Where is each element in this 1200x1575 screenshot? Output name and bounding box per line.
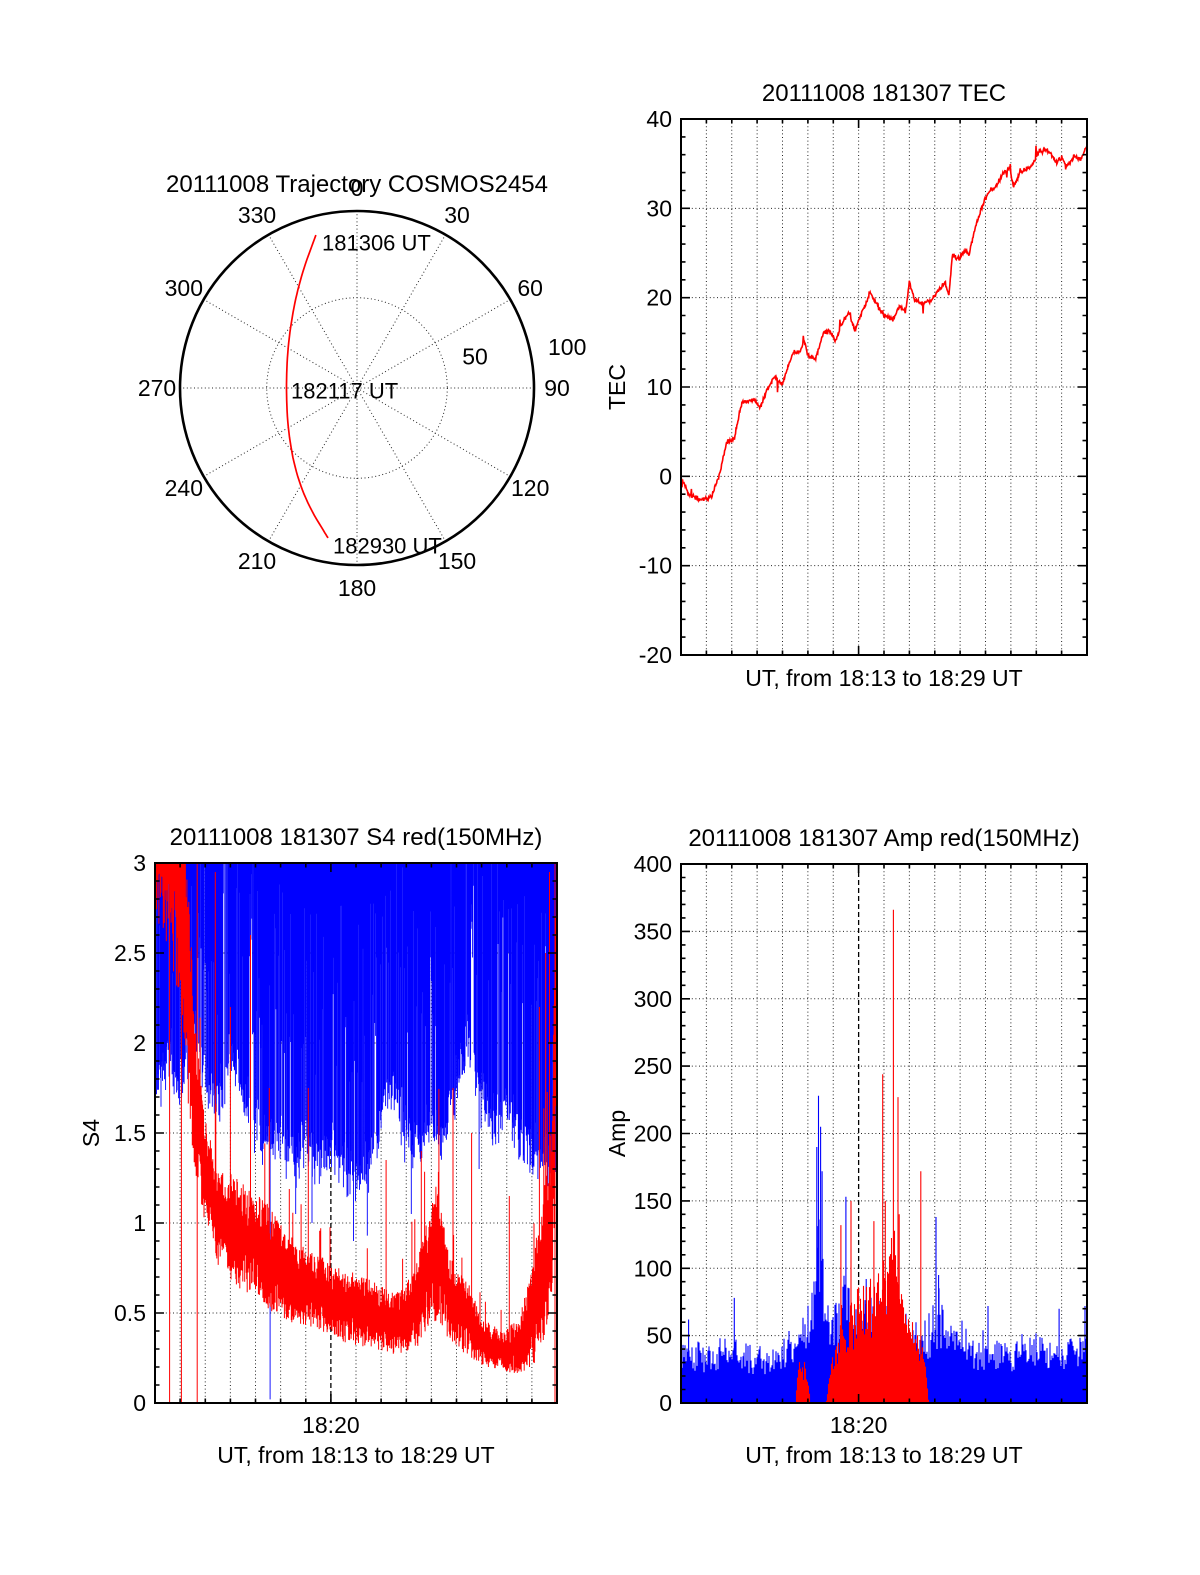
s4-ticks <box>154 862 558 1404</box>
amp-ytick-label: 250 <box>634 1053 672 1079</box>
s4-ytick-label: 0 <box>133 1390 146 1416</box>
azimuth-tick-label: 120 <box>511 475 549 501</box>
amp-ytick-label: 350 <box>634 918 672 944</box>
tec-ytick-label: -20 <box>639 642 672 668</box>
s4-ytick-label: 1.5 <box>114 1120 146 1146</box>
polar-outer-ring <box>178 209 536 567</box>
radial-tick-label: 100 <box>548 334 586 360</box>
s4-ytick-label: 0.5 <box>114 1300 146 1326</box>
tec-title: 20111008 181307 TEC <box>762 80 1006 107</box>
polar-inner-ring <box>266 297 448 479</box>
tec-series-area <box>682 145 1086 504</box>
azimuth-tick-label: 30 <box>444 202 470 228</box>
tec-ylabel: TEC <box>604 364 630 410</box>
amp-ytick-label: 100 <box>634 1255 672 1281</box>
amp-column-series <box>795 909 930 1402</box>
radial-tick-label: 50 <box>462 343 488 369</box>
s4-ylabel: S4 <box>78 1119 104 1147</box>
trajectory-time-annotation: 182117 UT <box>291 379 398 404</box>
tec-ytick-label: 10 <box>646 374 672 400</box>
amp-ytick-label: 400 <box>634 851 672 877</box>
trajectory-title: 20111008 Trajectory COSMOS2454 <box>166 171 548 198</box>
azimuth-tick-label: 300 <box>165 275 203 301</box>
azimuth-tick-label: 330 <box>238 202 276 228</box>
tec-ytick-label: 20 <box>646 285 672 311</box>
azimuth-tick-label: 240 <box>165 475 203 501</box>
azimuth-tick-label: 210 <box>238 548 276 574</box>
amp-ytick-label: 150 <box>634 1188 672 1214</box>
tec-ticks <box>680 118 1088 656</box>
s4-ytick-label: 3 <box>133 850 146 876</box>
s4-ytick-label: 1 <box>133 1210 146 1236</box>
tec-ytick-label: 0 <box>659 463 672 489</box>
s4-plot: 20111008 181307 S4 red(150MHz) UT, from 1… <box>78 824 558 1468</box>
s4-xtick-label: 18:20 <box>302 1412 360 1438</box>
amp-ytick-label: 200 <box>634 1121 672 1147</box>
s4-ytick-label: 2 <box>133 1030 146 1056</box>
polar-trajectory-plot: 0 30 60 90 120 150 180 210 240 270 300 330 50 100 1813… <box>138 171 587 601</box>
s4-hash-series <box>156 864 556 1402</box>
s4-xlabel: UT, from 18:13 to 18:29 UT <box>217 1442 494 1468</box>
amp-plot: 20111008 181307 Amp red(150MHz) UT, from … <box>604 825 1088 1468</box>
amp-ytick-label: 300 <box>634 986 672 1012</box>
tec-ytick-label: 40 <box>646 106 672 132</box>
amp-ytick-label: 50 <box>646 1323 672 1349</box>
s4-ytick-label: 2.5 <box>114 940 146 966</box>
s4-series-area <box>156 864 556 1402</box>
trajectory-time-annotation: 182930 UT <box>333 534 442 559</box>
satellite-trajectory-line <box>285 234 329 539</box>
amp-series-area <box>682 909 1086 1402</box>
tec-xlabel: UT, from 18:13 to 18:29 UT <box>745 665 1022 691</box>
amp-title: 20111008 181307 Amp red(150MHz) <box>688 825 1079 852</box>
amp-ylabel: Amp <box>604 1110 630 1157</box>
tec-ytick-label: -10 <box>639 553 672 579</box>
azimuth-tick-label: 0 <box>351 175 364 201</box>
amp-ticks <box>680 863 1088 1404</box>
azimuth-tick-label: 90 <box>544 375 570 401</box>
azimuth-tick-label: 180 <box>338 575 376 601</box>
tec-ytick-label: 30 <box>646 195 672 221</box>
azimuth-tick-label: 150 <box>438 548 476 574</box>
amp-ytick-label: 0 <box>659 1390 672 1416</box>
tec-axes-box <box>680 118 1088 656</box>
amp-xlabel: UT, from 18:13 to 18:29 UT <box>745 1442 1022 1468</box>
tec-plot: 20111008 181307 TEC UT, from 18:13 to 18:… <box>604 80 1088 691</box>
azimuth-tick-label: 60 <box>517 275 543 301</box>
tec-line-series <box>682 145 1086 504</box>
s4-title: 20111008 181307 S4 red(150MHz) <box>170 824 543 851</box>
s4-curtain-series <box>156 864 556 1400</box>
azimuth-tick-label: 270 <box>138 375 176 401</box>
amp-xtick-label: 18:20 <box>830 1412 888 1438</box>
trajectory-time-annotation: 181306 UT <box>322 231 431 256</box>
